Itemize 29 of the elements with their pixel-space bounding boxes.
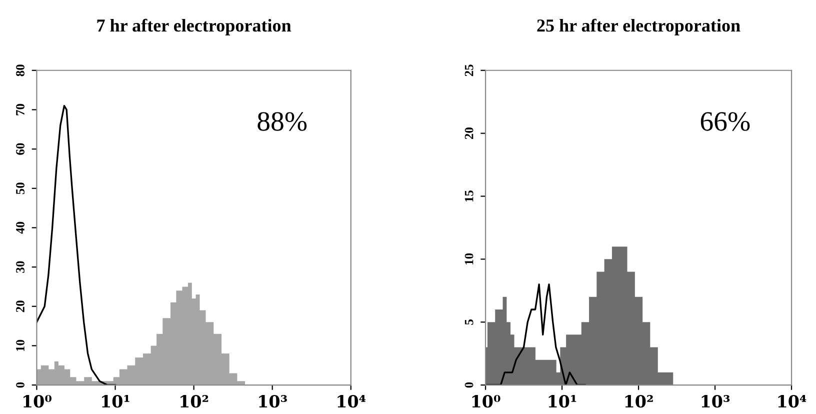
- annotation: 66%: [700, 112, 750, 131]
- annotation: 88%: [258, 112, 307, 131]
- y-tick-label: 20: [16, 300, 24, 312]
- y-tick-label: 20: [464, 128, 474, 140]
- y-tick-label: 40: [16, 222, 24, 234]
- y-tick-label: 5: [464, 319, 474, 325]
- y-tick-label: 10: [464, 253, 474, 264]
- chart-title: 7 hr after electroporation: [97, 18, 292, 36]
- x-tick-label: 10³: [702, 395, 730, 408]
- y-tick-label: 10: [16, 340, 24, 351]
- x-tick-label: 10⁴: [778, 395, 806, 408]
- y-tick-label: 50: [16, 182, 24, 194]
- x-tick-label: 10⁰: [24, 395, 52, 408]
- y-tick-label: 0: [16, 382, 24, 388]
- y-tick-label: 0: [464, 382, 474, 388]
- chart-title: 25 hr after electroporation: [537, 18, 740, 36]
- x-tick-label: 10¹: [102, 395, 130, 408]
- x-tick-label: 10²: [625, 395, 653, 408]
- y-tick-label: 15: [464, 190, 474, 202]
- x-tick-label: 10⁴: [338, 395, 366, 408]
- y-tick-label: 30: [16, 261, 24, 273]
- x-tick-label: 10³: [259, 395, 287, 408]
- y-tick-label: 80: [16, 64, 24, 76]
- y-tick-label: 25: [464, 64, 474, 76]
- y-tick-label: 70: [16, 104, 24, 116]
- x-tick-label: 10¹: [548, 395, 576, 408]
- x-tick-label: 10²: [180, 395, 208, 408]
- y-tick-label: 60: [16, 143, 24, 155]
- x-tick-label: 10⁰: [472, 395, 500, 408]
